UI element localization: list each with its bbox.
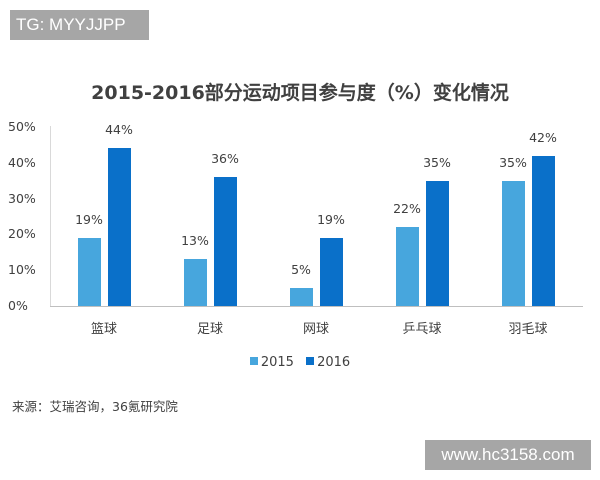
chart-title: 2015-2016部分运动项目参与度（%）变化情况 xyxy=(91,82,509,104)
y-tick-label: 40% xyxy=(8,154,36,170)
legend-item-2015: 2015 xyxy=(249,355,294,370)
bar-2015 xyxy=(183,259,207,306)
data-label: 22% xyxy=(393,201,421,217)
bar-2016 xyxy=(213,177,237,306)
bar-2016 xyxy=(425,180,449,306)
watermark-bottom: www.hc3158.com xyxy=(425,440,591,470)
legend-item-2016: 2016 xyxy=(306,355,350,370)
data-label: 5% xyxy=(291,262,311,278)
y-tick-label: 50% xyxy=(8,119,36,134)
y-tick-label: 20% xyxy=(8,226,36,242)
data-label: 35% xyxy=(423,154,451,170)
x-category-label: 足球 xyxy=(196,322,223,337)
y-axis-line xyxy=(50,126,51,307)
bar-2015 xyxy=(77,237,101,306)
legend-label-2016: 2016 xyxy=(317,355,351,370)
x-category-label: 乒乓球 xyxy=(402,322,442,337)
bar-2016 xyxy=(107,148,131,306)
data-label: 19% xyxy=(75,211,103,227)
source-note: 来源：艾瑞咨询，36氪研究院 xyxy=(12,399,178,414)
legend: 2015 2016 xyxy=(0,355,600,370)
x-category-label: 羽毛球 xyxy=(508,322,548,337)
x-category-label: 网球 xyxy=(302,322,329,337)
watermark-top: TG: MYYJJPP xyxy=(10,10,149,40)
y-tick-label: 30% xyxy=(8,190,36,206)
bar-2015 xyxy=(395,227,419,306)
data-label: 44% xyxy=(105,122,133,138)
legend-label-2015: 2015 xyxy=(260,355,294,370)
bar-2015 xyxy=(501,180,525,306)
data-label: 13% xyxy=(181,233,209,249)
bar-2016 xyxy=(319,237,343,306)
data-label: 35% xyxy=(499,154,527,170)
legend-swatch-2016 xyxy=(306,357,315,365)
y-tick-label: 0% xyxy=(8,298,28,313)
data-label: 36% xyxy=(211,151,239,167)
legend-swatch-2015 xyxy=(249,357,258,365)
bar-2015 xyxy=(289,288,313,306)
x-axis-line xyxy=(50,306,583,307)
x-category-label: 篮球 xyxy=(90,322,117,337)
y-tick-label: 10% xyxy=(8,262,36,278)
bar-2016 xyxy=(531,155,555,306)
data-label: 19% xyxy=(317,211,345,227)
data-label: 42% xyxy=(529,129,557,145)
